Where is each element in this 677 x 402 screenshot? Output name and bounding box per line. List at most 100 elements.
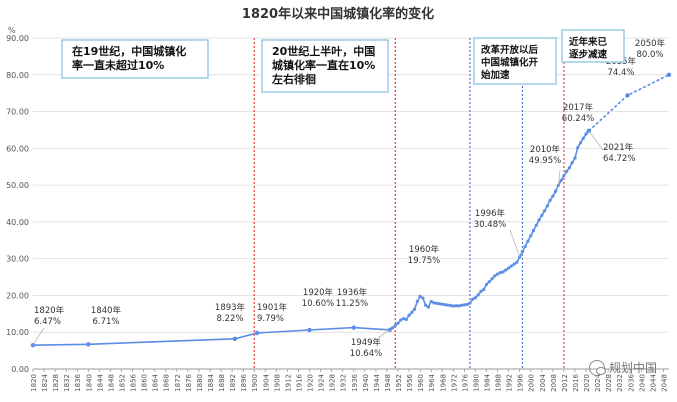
x-tick-label: 1820 bbox=[30, 374, 38, 392]
x-tick-label: 1840 bbox=[85, 374, 93, 392]
period-dividers bbox=[253, 38, 565, 369]
y-tick-label: 90.00 bbox=[6, 34, 29, 43]
x-tick-label: 1940 bbox=[362, 374, 370, 392]
x-tick-label: 1944 bbox=[373, 373, 381, 391]
data-point bbox=[424, 303, 428, 307]
x-tick-label: 1904 bbox=[262, 373, 270, 391]
x-tick-label: 1828 bbox=[52, 374, 60, 392]
data-point bbox=[351, 325, 356, 330]
data-point bbox=[551, 194, 555, 198]
x-tick-label: 1924 bbox=[318, 373, 326, 391]
projection-series-line bbox=[588, 74, 670, 132]
data-point bbox=[479, 289, 483, 293]
data-point bbox=[501, 270, 505, 274]
annotation-box bbox=[261, 39, 389, 93]
y-tick-label: 40.00 bbox=[6, 218, 29, 227]
data-label: 9.79% bbox=[257, 314, 284, 324]
y-tick-label: 10.00 bbox=[6, 328, 29, 337]
data-point bbox=[576, 145, 580, 150]
x-tick-label: 1880 bbox=[196, 374, 204, 392]
data-point bbox=[460, 303, 464, 307]
data-point bbox=[457, 304, 461, 308]
annotation-box bbox=[561, 29, 625, 63]
y-tick-label: 60.00 bbox=[6, 144, 29, 153]
data-point bbox=[440, 302, 444, 306]
x-tick-label: 2028 bbox=[605, 374, 613, 392]
annotation-text: 始加速 bbox=[481, 69, 510, 81]
data-point bbox=[515, 260, 519, 264]
x-tick-label: 2016 bbox=[572, 373, 580, 391]
x-tick-label: 1988 bbox=[495, 374, 503, 392]
data-label: 10.64% bbox=[350, 349, 382, 359]
annotation-text: 左右徘徊 bbox=[271, 72, 316, 86]
annotation-text: 改革开放以后 bbox=[481, 44, 539, 56]
data-point bbox=[396, 321, 400, 325]
data-point bbox=[507, 266, 511, 270]
data-point bbox=[399, 318, 403, 322]
annotation-text: 20世纪上半叶，中国 bbox=[272, 44, 375, 58]
data-label: 19.75% bbox=[408, 256, 440, 266]
x-tick-label: 1932 bbox=[340, 374, 348, 392]
data-point bbox=[307, 327, 312, 333]
annotation-text: 逐步减速 bbox=[569, 49, 608, 61]
data-label: 1920年 bbox=[303, 287, 334, 298]
x-tick-label: 1976 bbox=[461, 373, 469, 391]
x-tick-label: 2004 bbox=[539, 373, 547, 391]
data-point bbox=[495, 272, 500, 276]
data-label: 1996年 bbox=[475, 208, 506, 219]
data-point bbox=[509, 264, 513, 268]
data-label: 6.47% bbox=[34, 317, 61, 327]
annotation-box bbox=[473, 37, 557, 85]
data-label: 30.48% bbox=[474, 220, 506, 230]
data-point bbox=[254, 330, 260, 336]
data-point bbox=[232, 336, 238, 341]
data-point bbox=[390, 326, 395, 330]
data-point bbox=[625, 93, 630, 98]
data-point bbox=[578, 141, 583, 145]
data-point bbox=[443, 303, 447, 307]
x-tick-label: 1864 bbox=[152, 373, 160, 391]
data-point bbox=[559, 178, 563, 183]
data-point bbox=[534, 223, 538, 227]
y-tick-label: 0.00 bbox=[11, 365, 29, 374]
x-tick-label: 1928 bbox=[329, 374, 337, 392]
data-point bbox=[529, 234, 533, 238]
data-point bbox=[567, 165, 572, 170]
y-axis-ticks: 0.00 10.00 20.00 30.00 40.00 50.00 60.00 70.00 8… bbox=[6, 34, 29, 374]
data-point bbox=[573, 156, 577, 160]
annotation-text: 近年来已 bbox=[569, 36, 608, 48]
data-point bbox=[446, 303, 450, 307]
data-point bbox=[565, 169, 569, 173]
data-point bbox=[426, 305, 431, 309]
x-tick-label: 1936 bbox=[351, 373, 359, 391]
data-label: 1960年 bbox=[409, 244, 440, 255]
annotation-text: 在19世纪，中国城镇化 bbox=[72, 44, 186, 58]
data-point bbox=[429, 299, 433, 304]
data-label: 1936年 bbox=[337, 287, 368, 298]
data-point bbox=[570, 161, 574, 165]
x-tick-label: 2000 bbox=[528, 374, 536, 392]
x-tick-label: 1964 bbox=[428, 373, 436, 391]
x-tick-label: 2044 bbox=[649, 373, 657, 391]
data-point bbox=[401, 317, 406, 321]
data-point bbox=[471, 297, 475, 301]
x-axis-ticks: 1820 1824 1828 1832 1836 1840 1844 1848 1852 1856… bbox=[30, 369, 668, 392]
data-label: 2010年 bbox=[530, 144, 561, 155]
leader-line bbox=[32, 327, 45, 346]
data-point bbox=[540, 213, 544, 218]
leader-line bbox=[557, 169, 561, 186]
data-label: 49.95% bbox=[529, 156, 561, 166]
data-point bbox=[526, 239, 530, 243]
data-point bbox=[407, 313, 411, 317]
x-tick-label: 1996 bbox=[517, 373, 525, 391]
x-tick-label: 2020 bbox=[583, 374, 591, 392]
x-tick-label: 1948 bbox=[384, 374, 392, 392]
y-tick-label: 80.00 bbox=[6, 71, 29, 80]
x-tick-label: 1992 bbox=[506, 374, 514, 392]
data-point bbox=[410, 310, 414, 314]
data-point bbox=[545, 204, 549, 208]
data-point bbox=[462, 303, 466, 307]
x-tick-label: 2032 bbox=[616, 374, 624, 392]
data-point bbox=[86, 342, 91, 347]
